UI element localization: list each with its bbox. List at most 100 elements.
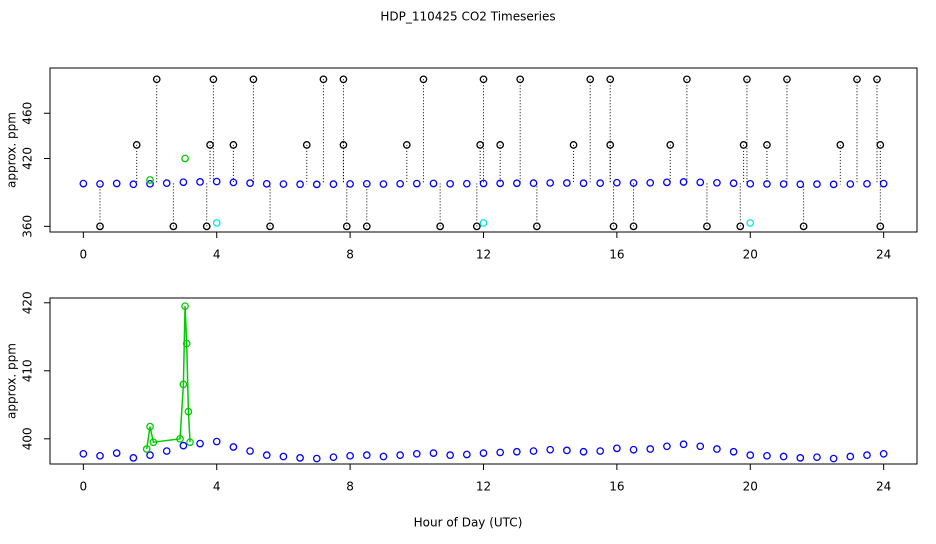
data-point — [129, 454, 138, 462]
data-point — [476, 141, 485, 149]
data-point — [663, 178, 671, 187]
data-point — [606, 141, 615, 149]
data-point — [206, 141, 214, 149]
data-point — [829, 454, 838, 463]
data-point — [472, 222, 481, 231]
data-point — [396, 451, 404, 460]
x-tick-label: 0 — [80, 248, 88, 262]
data-point — [629, 445, 638, 454]
x-tick-label: 4 — [213, 480, 221, 494]
data-point — [679, 440, 688, 449]
x-tick-label: 16 — [609, 248, 624, 262]
data-point — [813, 453, 821, 462]
x-axis-label: Hour of Day (UTC) — [414, 516, 523, 530]
series-line — [145, 306, 191, 450]
plot-frame — [49, 67, 918, 233]
data-point — [579, 447, 588, 456]
data-point — [429, 179, 438, 188]
chart-title: HDP_110425 CO2 Timeseries — [380, 10, 555, 24]
data-point — [262, 451, 271, 460]
data-point — [829, 180, 838, 189]
y-axis-label: approx. ppm — [5, 112, 19, 188]
data-point — [529, 179, 538, 187]
data-point — [96, 222, 104, 231]
data-point — [496, 448, 505, 457]
data-point — [613, 444, 621, 453]
data-point — [479, 449, 488, 457]
data-point — [212, 177, 221, 186]
data-point — [796, 180, 805, 189]
data-point — [229, 141, 238, 149]
data-point — [666, 141, 675, 149]
x-tick-label: 12 — [476, 480, 491, 494]
data-point — [679, 178, 688, 186]
data-point — [846, 180, 855, 188]
y-tick-label: 360 — [21, 215, 35, 238]
data-point — [142, 445, 151, 453]
data-point — [296, 454, 304, 462]
data-point — [179, 380, 188, 389]
data-point — [713, 178, 721, 187]
data-point — [783, 75, 791, 84]
data-point — [569, 141, 578, 149]
data-point — [479, 179, 488, 188]
data-point — [739, 141, 748, 149]
data-point — [779, 452, 788, 461]
data-point — [162, 447, 171, 455]
data-point — [613, 178, 621, 187]
data-point — [646, 178, 655, 187]
data-point — [529, 447, 538, 455]
data-point — [606, 75, 615, 84]
data-point — [873, 75, 881, 84]
data-point — [362, 222, 371, 231]
data-point — [419, 75, 428, 84]
data-point — [146, 179, 154, 188]
data-point — [533, 222, 541, 231]
data-point — [379, 180, 388, 188]
data-point — [346, 180, 354, 188]
data-point — [696, 442, 705, 451]
data-point — [512, 447, 521, 456]
data-point — [563, 446, 571, 455]
y-tick-label: 460 — [21, 102, 35, 125]
data-point — [212, 219, 221, 227]
data-point — [579, 179, 588, 188]
data-point — [329, 453, 338, 462]
data-point — [396, 179, 404, 188]
data-point — [609, 222, 618, 231]
data-point — [596, 179, 605, 187]
data-point — [446, 451, 455, 460]
data-point — [196, 178, 204, 186]
data-point — [339, 75, 348, 84]
data-point — [629, 222, 638, 231]
data-point — [546, 445, 555, 454]
data-point — [729, 447, 738, 456]
data-point — [149, 438, 158, 447]
data-point — [162, 179, 171, 187]
data-point — [846, 452, 855, 461]
data-point — [112, 449, 121, 457]
data-point — [146, 422, 154, 431]
y-tick-label: 400 — [21, 427, 35, 450]
y-tick-label: 420 — [21, 291, 35, 314]
data-point — [462, 179, 471, 188]
data-point — [179, 178, 188, 187]
data-point — [79, 449, 88, 458]
y-axis-label: approx. ppm — [5, 343, 19, 419]
data-point — [266, 222, 274, 231]
x-tick-label: 20 — [743, 248, 758, 262]
data-point — [184, 407, 193, 416]
data-point — [799, 222, 808, 231]
data-point — [703, 222, 711, 231]
data-point — [152, 75, 161, 84]
data-point — [763, 451, 771, 460]
data-point — [813, 180, 821, 189]
data-point — [763, 141, 771, 149]
data-point — [209, 75, 218, 84]
data-point — [876, 222, 885, 231]
data-point — [479, 75, 488, 84]
data-point — [596, 447, 605, 455]
x-tick-label: 0 — [80, 480, 88, 494]
